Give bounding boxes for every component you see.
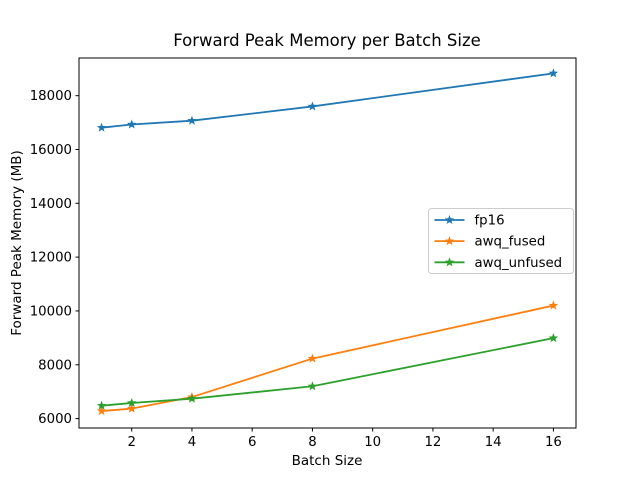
x-tick-label: 6: [248, 435, 256, 450]
series-marker-awq_fused: [307, 353, 318, 363]
series-marker-awq_fused: [96, 406, 107, 416]
series-marker-awq_unfused: [187, 393, 197, 403]
y-tick-label: 14000: [30, 197, 72, 212]
x-tick-label: 12: [424, 435, 441, 450]
x-axis-ticks: 2 4 6 8 10 12 14 16: [127, 428, 562, 450]
series-marker-awq_unfused: [126, 397, 137, 408]
legend-label-fp16: fp16: [475, 214, 505, 229]
x-tick-label: 4: [188, 435, 196, 450]
y-tick-label: 12000: [30, 251, 72, 266]
series-line-awq_unfused: [101, 337, 554, 407]
legend-marker-awq_fused: [444, 236, 455, 246]
series-marker-fp16: [548, 68, 559, 78]
series-marker-fp16: [307, 101, 318, 111]
x-tick-label: 16: [545, 435, 562, 450]
series-marker-awq_unfused: [96, 400, 107, 410]
series-marker-awq_unfused: [548, 333, 559, 343]
x-tick-label: 8: [308, 435, 316, 450]
chart-title: Forward Peak Memory per Batch Size: [173, 31, 481, 50]
y-tick-label: 8000: [38, 358, 72, 373]
series-marker-awq_fused: [126, 403, 137, 413]
series-line-awq_fused: [101, 304, 554, 412]
series-marker-fp16: [187, 115, 197, 125]
plot-border: [78, 57, 577, 429]
y-axis-ticks: 6000 8000 10000 12000 14000 16000 18000: [30, 89, 79, 427]
legend-label-awq_fused: awq_fused: [475, 235, 546, 250]
y-axis-label: Forward Peak Memory (MB): [9, 150, 25, 336]
legend-marker-awq_unfused: [444, 257, 455, 267]
legend-frame: [428, 208, 574, 274]
x-axis-label: Batch Size: [292, 453, 363, 469]
series-marker-fp16: [96, 122, 107, 132]
y-tick-label: 16000: [30, 143, 72, 158]
legend-marker-fp16: [444, 215, 455, 225]
y-tick-label: 6000: [38, 412, 72, 427]
legend-label-awq_unfused: awq_unfused: [475, 256, 563, 271]
series-marker-awq_fused: [548, 300, 559, 310]
plot-area-series: [96, 68, 559, 416]
series-line-fp16: [101, 72, 554, 129]
x-tick-label: 14: [485, 435, 502, 450]
series-marker-awq_unfused: [307, 381, 318, 391]
x-tick-label: 10: [364, 435, 381, 450]
x-tick-label: 2: [127, 435, 135, 450]
series-marker-fp16: [126, 119, 137, 129]
y-tick-label: 10000: [30, 304, 72, 319]
y-tick-label: 18000: [30, 89, 72, 104]
axes-frame: [78, 57, 577, 429]
legend: fp16 awq_fused awq_unfused: [428, 208, 574, 274]
